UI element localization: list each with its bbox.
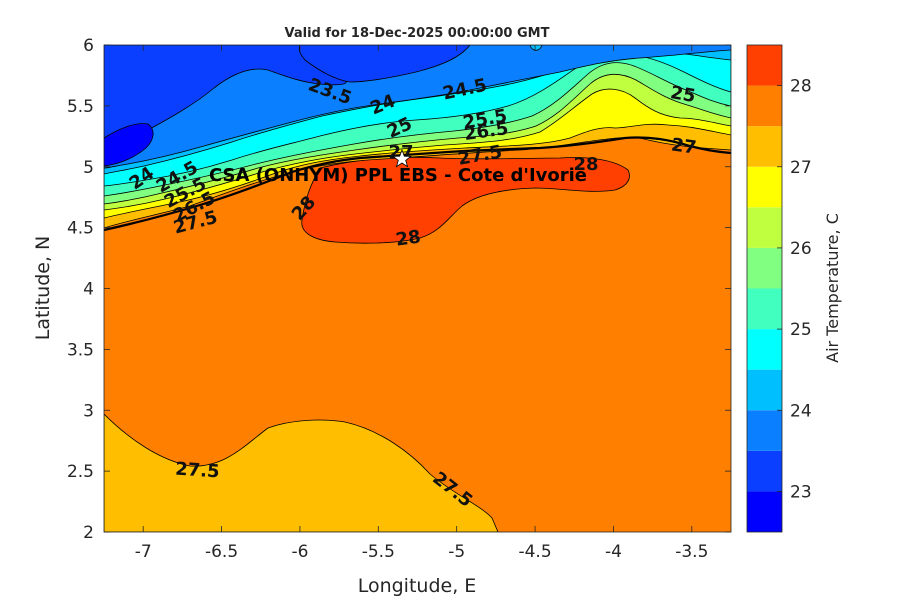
colorbar-tick-label: 26 bbox=[790, 239, 812, 259]
x-tick-label: -5.5 bbox=[362, 542, 395, 562]
colorbar: 23 24 25 26 27 28 bbox=[746, 44, 812, 533]
colorbar-band bbox=[747, 410, 782, 451]
x-tick-label: -5 bbox=[448, 542, 465, 562]
colorbar-tick-label: 25 bbox=[790, 320, 812, 340]
colorbar-band bbox=[747, 45, 782, 86]
temperature-map bbox=[104, 45, 731, 532]
y-axis-label: Latitude, N bbox=[32, 236, 54, 341]
contour-label-28-east: 28 bbox=[573, 154, 598, 175]
colorbar-band bbox=[747, 369, 782, 411]
colorbar-band bbox=[747, 288, 782, 330]
contour-label-27-east: 27 bbox=[670, 134, 698, 158]
colorbar-band bbox=[747, 491, 782, 532]
colorbar-band bbox=[747, 247, 782, 289]
site-marker-group: CSA (ONHYM) PPL EBS - Cote d'Ivorie bbox=[209, 148, 587, 186]
chart-title: Valid for 18-Dec-2025 00:00:00 GMT bbox=[285, 26, 550, 41]
y-tick-label: 2.5 bbox=[67, 462, 94, 482]
y-tick-label: 5.5 bbox=[67, 97, 94, 117]
coastline bbox=[104, 136, 731, 232]
x-tick-label: -4.5 bbox=[518, 542, 551, 562]
colorbar-band bbox=[747, 450, 782, 492]
colorbar-label: Air Temperature, C bbox=[823, 213, 842, 363]
x-tick-label: -3.5 bbox=[675, 542, 708, 562]
colorbar-tick-label: 28 bbox=[790, 77, 812, 97]
band-27-27.5-southwest bbox=[104, 413, 499, 532]
y-axis: 2 2.5 3 3.5 4 4.5 5 5.5 6 bbox=[67, 36, 731, 543]
y-tick-label: 6 bbox=[83, 36, 94, 56]
site-star-icon bbox=[392, 148, 412, 168]
y-tick-label: 3.5 bbox=[67, 340, 94, 360]
colorbar-tick-label: 24 bbox=[790, 401, 812, 421]
colorbar-tick-label: 23 bbox=[790, 482, 812, 502]
y-tick-label: 4 bbox=[83, 280, 94, 300]
colorbar-band bbox=[747, 85, 782, 127]
contour-label-28-south: 28 bbox=[394, 226, 422, 250]
colorbar-band bbox=[747, 166, 782, 208]
x-axis: -7 -6.5 -6 -5.5 -5 -4.5 -4 -3.5 bbox=[135, 45, 708, 562]
y-tick-label: 2 bbox=[83, 523, 94, 543]
x-axis-label: Longitude, E bbox=[358, 575, 477, 597]
colorbar-band bbox=[747, 329, 782, 370]
y-tick-label: 5 bbox=[83, 158, 94, 178]
colorbar-tick-label: 27 bbox=[790, 158, 812, 178]
colorbar-band bbox=[747, 126, 782, 167]
x-tick-label: -6.5 bbox=[205, 542, 238, 562]
band-23.5-24 bbox=[104, 45, 731, 169]
site-label: CSA (ONHYM) PPL EBS - Cote d'Ivorie bbox=[209, 165, 587, 186]
colorbar-frame bbox=[746, 44, 783, 533]
y-tick-label: 3 bbox=[83, 401, 94, 421]
x-tick-label: -6 bbox=[291, 542, 308, 562]
band-28-28.5-warm-pool bbox=[301, 156, 630, 244]
contour-label-25-east: 25 bbox=[669, 82, 697, 107]
band-23-23.5-north bbox=[298, 45, 471, 83]
contour-label-27.5-southwest: 27.5 bbox=[174, 458, 220, 482]
band-22.5-23-pocket bbox=[104, 123, 154, 167]
colorbar-band bbox=[747, 207, 782, 248]
x-tick-label: -7 bbox=[135, 542, 152, 562]
x-tick-label: -4 bbox=[605, 542, 622, 562]
y-tick-label: 4.5 bbox=[67, 219, 94, 239]
